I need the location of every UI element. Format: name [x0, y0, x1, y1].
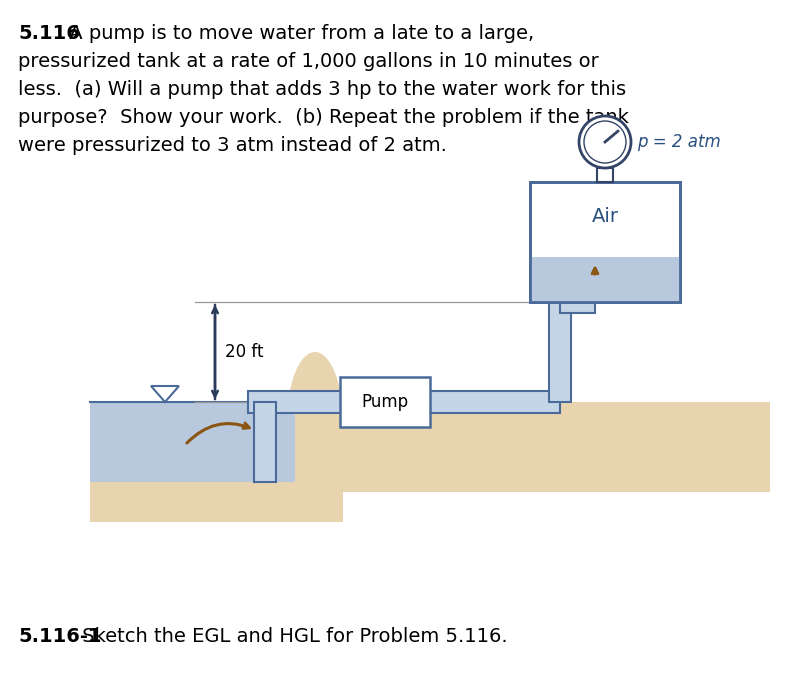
Bar — [529, 257, 679, 302]
Circle shape — [578, 116, 630, 168]
Bar — [597, 168, 612, 182]
Text: Air: Air — [591, 207, 618, 226]
Text: A pump is to move water from a late to a large,: A pump is to move water from a late to a… — [63, 24, 533, 43]
Bar — [529, 182, 679, 302]
Text: purpose?  Show your work.  (b) Repeat the problem if the tank: purpose? Show your work. (b) Repeat the … — [18, 108, 628, 127]
Bar — [583, 257, 605, 302]
Text: less.  (a) Will a pump that adds 3 hp to the water work for this: less. (a) Will a pump that adds 3 hp to … — [18, 80, 626, 99]
Bar — [548, 291, 570, 402]
Bar — [254, 402, 275, 482]
Bar — [340, 402, 769, 492]
Text: 5.116: 5.116 — [18, 24, 79, 43]
Bar — [247, 391, 360, 413]
Bar — [430, 391, 560, 413]
Text: 20 ft: 20 ft — [225, 343, 263, 361]
Text: were pressurized to 3 atm instead of 2 atm.: were pressurized to 3 atm instead of 2 a… — [18, 136, 446, 155]
Circle shape — [583, 121, 626, 163]
Bar — [560, 291, 594, 313]
Text: pressurized tank at a rate of 1,000 gallons in 10 minutes or: pressurized tank at a rate of 1,000 gall… — [18, 52, 598, 71]
Text: 5.116-1: 5.116-1 — [18, 627, 101, 646]
Text: p = 2 atm: p = 2 atm — [636, 133, 719, 151]
Bar — [529, 182, 679, 302]
Text: Sketch the EGL and HGL for Problem 5.116.: Sketch the EGL and HGL for Problem 5.116… — [76, 627, 507, 646]
Polygon shape — [90, 402, 295, 482]
Polygon shape — [287, 352, 343, 522]
Text: Pump: Pump — [361, 393, 408, 411]
Bar — [90, 402, 295, 522]
Bar — [340, 377, 430, 427]
